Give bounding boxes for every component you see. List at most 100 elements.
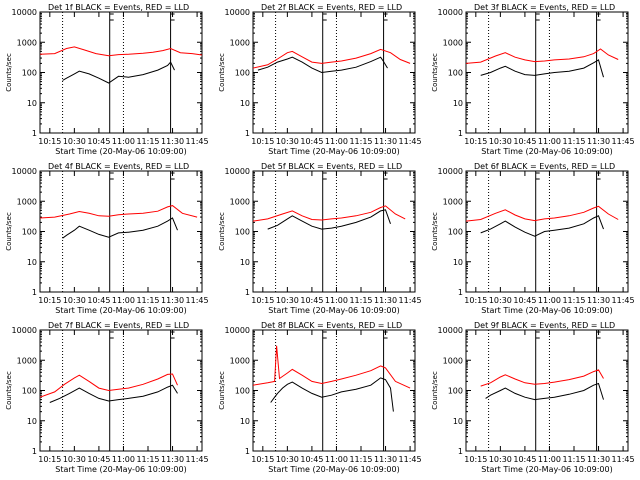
x-tick-label: 11:30 [161, 296, 184, 305]
x-tick-label: 10:30 [489, 455, 512, 464]
x-tick-label: 10:15 [251, 296, 274, 305]
x-tick-label: 10:15 [38, 296, 61, 305]
marker-flag [535, 172, 540, 180]
chart-title: Det 1f BLACK = Events, RED = LLD [48, 3, 189, 12]
x-axis-label: Start Time (20-May-06 10:09:00) [55, 465, 186, 474]
y-tick-label: 100 [22, 69, 37, 78]
x-axis-label: Start Time (20-May-06 10:09:00) [268, 465, 399, 474]
x-tick-label: 11:15 [349, 455, 372, 464]
y-axis-label: Counts/sec [218, 371, 226, 410]
y-tick-label: 100 [448, 69, 463, 78]
chart-title: Det 2f BLACK = Events, RED = LLD [261, 3, 402, 12]
series-lld-line [39, 46, 203, 57]
x-tick-label: 11:45 [612, 455, 635, 464]
x-tick-label: 11:15 [562, 455, 585, 464]
y-tick-label: 1000 [443, 356, 463, 365]
x-tick-label: 10:45 [87, 296, 110, 305]
y-tick-label: 1 [458, 129, 463, 138]
x-tick-label: 11:45 [612, 296, 635, 305]
chart-title: Det 6f BLACK = Events, RED = LLD [474, 162, 615, 171]
x-tick-label: 11:45 [186, 296, 209, 305]
plot-frame [39, 329, 203, 452]
y-tick-label: 100 [22, 228, 37, 237]
chart-title: Det 9f BLACK = Events, RED = LLD [474, 321, 615, 330]
y-tick-label: 10 [240, 99, 250, 108]
x-tick-label: 10:30 [276, 137, 299, 146]
y-axis-label: Counts/sec [431, 212, 439, 251]
y-tick-label: 100 [235, 228, 250, 237]
y-tick-label: 1000 [230, 356, 250, 365]
chart-panel: Det 8f BLACK = Events, RED = LLD 1 10 100 10… [218, 321, 422, 474]
x-tick-label: 11:15 [136, 455, 159, 464]
x-tick-label: 10:30 [489, 296, 512, 305]
chart-panel: Det 3f BLACK = Events, RED = LLD 1 10 100 10… [431, 3, 635, 156]
y-tick-label: 10 [453, 258, 463, 267]
y-tick-label: 10000 [438, 326, 463, 335]
x-tick-label: 10:45 [300, 137, 323, 146]
series-lld-line [252, 205, 406, 222]
plot-frame [39, 170, 203, 293]
y-axis-label: Counts/sec [431, 371, 439, 410]
y-tick-label: 1000 [17, 38, 37, 47]
y-tick-label: 10000 [438, 8, 463, 17]
series-events-line [270, 377, 394, 412]
chart-panel: Det 9f BLACK = Events, RED = LLD 1 10 100 10… [431, 321, 635, 474]
x-tick-label: 11:15 [562, 137, 585, 146]
x-tick-label: 10:45 [87, 137, 110, 146]
x-tick-label: 11:00 [538, 137, 561, 146]
x-tick-label: 11:45 [186, 455, 209, 464]
marker-flag [109, 172, 114, 180]
y-axis-label: Counts/sec [5, 53, 13, 92]
x-tick-label: 11:30 [161, 455, 184, 464]
x-tick-label: 11:00 [325, 137, 348, 146]
y-tick-label: 1000 [230, 38, 250, 47]
x-tick-label: 11:00 [538, 455, 561, 464]
y-axis-label: Counts/sec [218, 212, 226, 251]
y-tick-label: 1 [32, 288, 37, 297]
marker-flag [322, 331, 327, 339]
series-events-line [480, 59, 604, 78]
x-tick-label: 11:00 [325, 455, 348, 464]
plot-frame [39, 11, 203, 134]
x-tick-label: 11:45 [399, 296, 422, 305]
x-tick-label: 10:15 [251, 137, 274, 146]
marker-flag [322, 172, 327, 180]
y-tick-label: 10000 [12, 167, 37, 176]
y-tick-label: 10000 [225, 326, 250, 335]
y-tick-label: 1 [458, 447, 463, 456]
x-axis-label: Start Time (20-May-06 10:09:00) [55, 147, 186, 156]
y-tick-label: 1000 [17, 197, 37, 206]
x-tick-label: 10:45 [87, 455, 110, 464]
x-tick-label: 10:30 [489, 137, 512, 146]
y-axis-label: Counts/sec [218, 53, 226, 92]
x-axis-label: Start Time (20-May-06 10:09:00) [268, 306, 399, 315]
x-axis-label: Start Time (20-May-06 10:09:00) [481, 465, 612, 474]
y-tick-label: 10 [27, 417, 37, 426]
y-tick-label: 1000 [17, 356, 37, 365]
x-tick-label: 10:15 [251, 455, 274, 464]
x-tick-label: 10:30 [63, 137, 86, 146]
x-tick-label: 10:15 [38, 455, 61, 464]
y-tick-label: 10 [453, 99, 463, 108]
marker-flag [535, 13, 540, 21]
x-tick-label: 11:15 [349, 296, 372, 305]
series-lld-line [39, 373, 178, 398]
x-tick-label: 11:15 [136, 137, 159, 146]
y-axis-label: Counts/sec [5, 371, 13, 410]
y-tick-label: 10000 [225, 8, 250, 17]
y-tick-label: 1000 [443, 197, 463, 206]
x-tick-label: 11:45 [399, 455, 422, 464]
y-tick-label: 10 [27, 258, 37, 267]
x-tick-label: 11:15 [562, 296, 585, 305]
x-tick-label: 10:30 [276, 455, 299, 464]
chart-panel: Det 1f BLACK = Events, RED = LLD 1 10 100 10… [5, 3, 209, 156]
series-events-line [480, 215, 604, 237]
series-lld-line [39, 205, 198, 219]
chart-title: Det 3f BLACK = Events, RED = LLD [474, 3, 615, 12]
series-events-line [267, 209, 391, 230]
y-tick-label: 1 [458, 288, 463, 297]
y-tick-label: 10000 [12, 326, 37, 335]
y-tick-label: 10000 [438, 167, 463, 176]
x-tick-label: 10:30 [63, 455, 86, 464]
chart-panel: Det 4f BLACK = Events, RED = LLD 1 10 100 10… [5, 162, 209, 315]
